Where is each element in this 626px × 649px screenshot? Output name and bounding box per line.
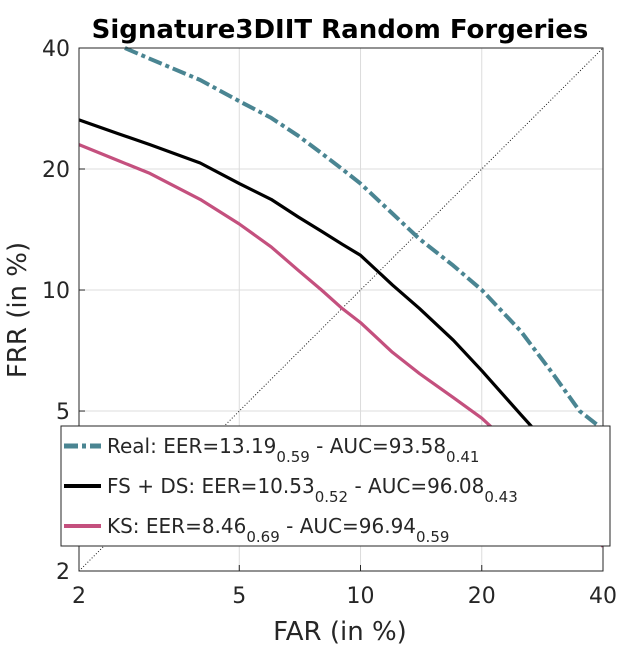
y-tick-label: 40 bbox=[42, 37, 70, 62]
y-tick-label: 5 bbox=[56, 400, 70, 425]
x-tick-label: 2 bbox=[72, 584, 86, 609]
y-tick-label: 10 bbox=[42, 279, 70, 304]
y-tick-label: 20 bbox=[42, 158, 70, 183]
x-tick-label: 5 bbox=[232, 584, 246, 609]
series-line-0 bbox=[124, 46, 605, 431]
x-axis-label: FAR (in %) bbox=[273, 617, 407, 647]
x-tick-label: 20 bbox=[468, 584, 496, 609]
legend-label-2: KS: EER=8.460.69 - AUC=96.940.59 bbox=[107, 514, 449, 546]
legend-label-0: Real: EER=13.190.59 - AUC=93.580.41 bbox=[107, 434, 479, 466]
x-tick-label: 10 bbox=[347, 584, 375, 609]
legend-box bbox=[60, 425, 611, 547]
y-axis-label: FRR (in %) bbox=[3, 242, 33, 378]
chart-title: Signature3DIIT Random Forgeries bbox=[92, 15, 589, 45]
y-tick-label: 2 bbox=[56, 560, 70, 585]
legend: Real: EER=13.190.59 - AUC=93.580.41 FS + … bbox=[60, 425, 611, 547]
legend-label-1: FS + DS: EER=10.530.52 - AUC=96.080.43 bbox=[107, 474, 518, 506]
series-line-1 bbox=[78, 118, 605, 502]
x-tick-label: 40 bbox=[589, 584, 617, 609]
plot-frame bbox=[78, 47, 604, 572]
